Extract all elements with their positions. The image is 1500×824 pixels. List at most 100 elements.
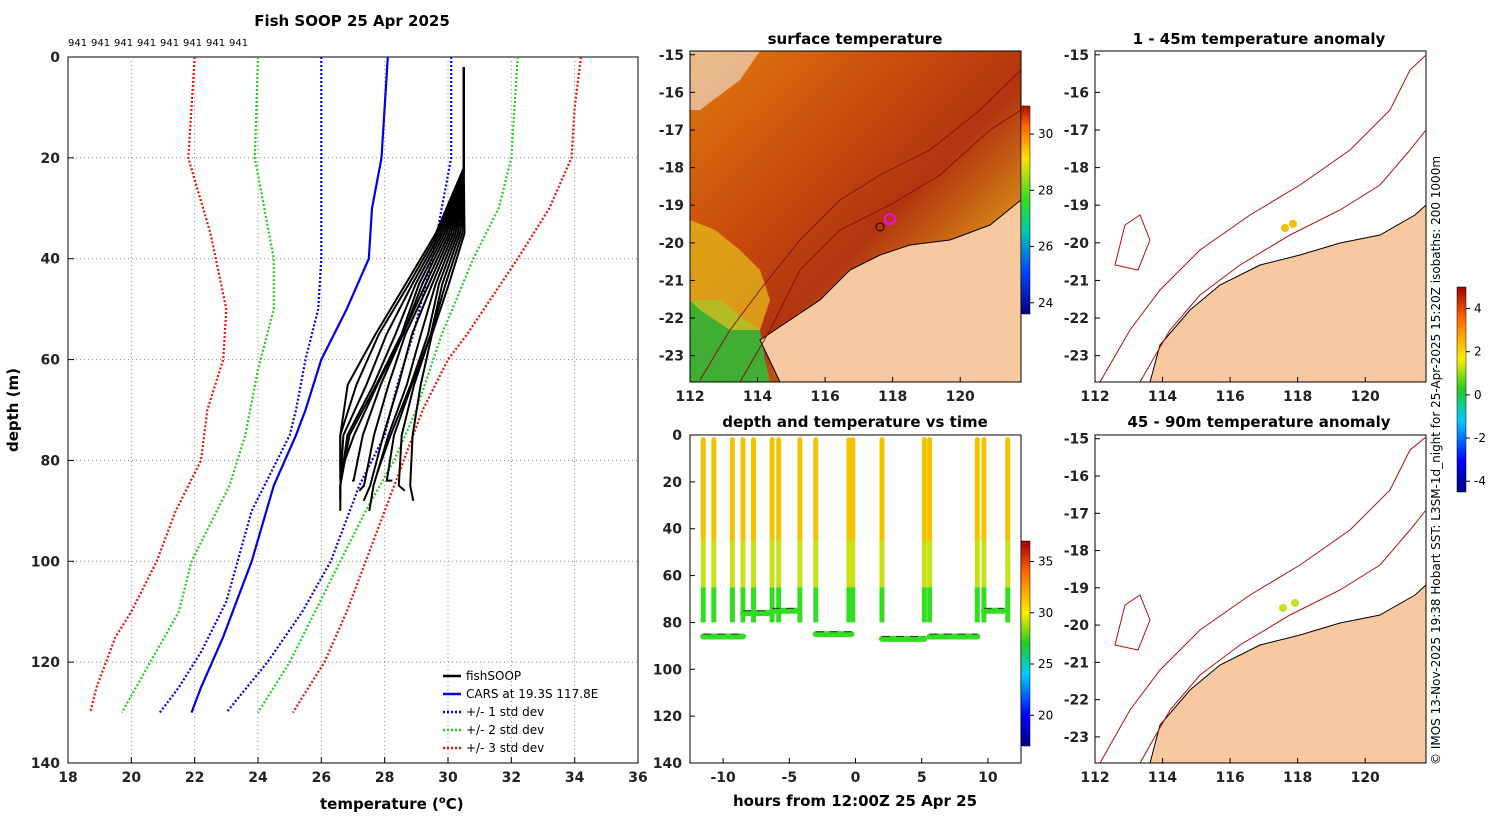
profile-line--2-std-dev-high bbox=[257, 56, 519, 714]
anomaly-deep-x-tick-label: 112 bbox=[1080, 770, 1109, 786]
anomaly-deep-y-tick-label: -18 bbox=[1064, 544, 1089, 560]
sst-colorbar bbox=[1020, 105, 1031, 315]
anomaly-shallow-x-tick-label: 118 bbox=[1283, 389, 1312, 405]
legend-label-fish: fishSOOP bbox=[466, 669, 521, 683]
anomaly-deep-x-tick-label: 116 bbox=[1215, 770, 1244, 786]
anomaly-deep-island bbox=[1114, 594, 1151, 651]
profile-x-tick-label: 18 bbox=[58, 770, 77, 786]
anomaly-shallow-y-ticks: -15 -16 -17 -18 -19 -20 -21 -22 -23 bbox=[1064, 48, 1100, 365]
time-colorbar-tick-label: 20 bbox=[1038, 708, 1053, 722]
anomaly-shallow-x-tick-label: 116 bbox=[1215, 389, 1244, 405]
sst-map-y-tick-label: -15 bbox=[659, 48, 684, 64]
anomaly-shallow-x-ticks: 112 114 116 118 120 bbox=[1080, 377, 1380, 405]
profile-x-ticks: 18 20 22 24 26 28 30 32 34 36 bbox=[58, 757, 648, 786]
time-series-marks bbox=[700, 437, 1011, 642]
sst-colorbar-tick-label: 28 bbox=[1038, 183, 1053, 197]
sst-map-y-ticks: -15 -16 -17 -18 -19 -20 -21 -22 -23 bbox=[659, 48, 695, 365]
time-x-tick-label: 10 bbox=[978, 770, 998, 786]
anomaly-deep-y-ticks: -15 -16 -17 -18 -19 -20 -21 -22 -23 bbox=[1064, 432, 1100, 746]
time-axes bbox=[689, 434, 1022, 764]
sst-colorbar-ticks: 30 28 26 24 bbox=[1030, 127, 1053, 310]
profile-top-label: 941 bbox=[160, 38, 179, 49]
profile-line-fishsoop bbox=[409, 67, 466, 501]
sst-map-y-tick-label: -20 bbox=[659, 236, 685, 252]
profile-y-tick-label: 60 bbox=[41, 353, 61, 369]
time-panel: depth and temperature vs time -10 -5 0 5 10 … bbox=[653, 413, 1054, 810]
time-colorbar-tick-label: 25 bbox=[1038, 657, 1053, 671]
legend-label-std1: +/- 1 std dev bbox=[466, 705, 544, 719]
sst-map-x-tick-label: 114 bbox=[743, 389, 772, 405]
sst-map-y-tick-label: -18 bbox=[659, 161, 684, 177]
anomaly-shallow-island bbox=[1114, 214, 1151, 271]
anomaly-deep-y-tick-label: -22 bbox=[1064, 693, 1089, 709]
sst-vessel-marker bbox=[884, 213, 896, 225]
time-y-tick-label: 60 bbox=[663, 569, 683, 585]
sst-colorbar-tick-label: 26 bbox=[1038, 240, 1053, 254]
sst-map-y-tick-label: -23 bbox=[659, 349, 684, 365]
sst-map-y-tick-label: -22 bbox=[659, 311, 684, 327]
profile-y-tick-label: 20 bbox=[41, 151, 61, 167]
profile-y-tick-label: 100 bbox=[31, 554, 60, 570]
anomaly-deep-marker bbox=[1291, 599, 1299, 607]
profile-x-tick-label: 24 bbox=[248, 770, 268, 786]
profile-x-tick-label: 28 bbox=[375, 770, 394, 786]
profile-x-tick-label: 36 bbox=[628, 770, 647, 786]
anomaly-colorbar-tick-label: -4 bbox=[1474, 474, 1486, 488]
profile-y-tick-label: 40 bbox=[41, 252, 61, 268]
time-colorbar-tick-label: 35 bbox=[1038, 555, 1053, 569]
time-x-tick-label: 0 bbox=[851, 770, 861, 786]
time-x-tick-label: 5 bbox=[917, 770, 927, 786]
profile-y-tick-label: 80 bbox=[41, 453, 61, 469]
sst-colorbar-tick-label: 30 bbox=[1038, 127, 1053, 141]
anomaly-shallow-y-tick-label: -18 bbox=[1064, 161, 1089, 177]
anomaly-shallow-y-tick-label: -17 bbox=[1064, 123, 1089, 139]
legend-label-std2: +/- 2 std dev bbox=[466, 723, 544, 737]
profile-top-label: 941 bbox=[183, 38, 202, 49]
profile-x-tick-label: 32 bbox=[502, 770, 521, 786]
sst-map-title: surface temperature bbox=[768, 30, 943, 48]
anomaly-shallow-y-tick-label: -20 bbox=[1064, 236, 1090, 252]
profile-lines bbox=[89, 56, 583, 714]
anomaly-deep-isobath-1000 bbox=[1099, 436, 1427, 764]
profile-top-labels: 941 941 941 941 941 941 941 941 bbox=[68, 38, 248, 49]
anomaly-colorbar-tick-label: 4 bbox=[1474, 302, 1482, 316]
anomaly-colorbar-tick-label: 0 bbox=[1474, 388, 1482, 402]
profile-legend: fishSOOP CARS at 19.3S 117.8E +/- 1 std … bbox=[443, 669, 598, 755]
profile-y-tick-label: 140 bbox=[31, 756, 60, 772]
sst-map-x-tick-label: 118 bbox=[878, 389, 907, 405]
profile-line--2-std-dev-low bbox=[120, 56, 275, 714]
sst-cool-patch-sw bbox=[690, 300, 770, 382]
time-panel-title: depth and temperature vs time bbox=[722, 413, 988, 431]
time-y-tick-label: 0 bbox=[672, 428, 682, 444]
anomaly-shallow-y-tick-label: -15 bbox=[1064, 48, 1089, 64]
profile-x-tick-label: 34 bbox=[565, 770, 585, 786]
time-y-tick-label: 120 bbox=[653, 709, 682, 725]
profile-axes bbox=[67, 56, 639, 764]
sst-map-x-tick-label: 116 bbox=[810, 389, 839, 405]
anomaly-deep-y-tick-label: -23 bbox=[1064, 730, 1089, 746]
anomaly-shallow-marker bbox=[1281, 224, 1289, 232]
sst-map-x-tick-label: 120 bbox=[946, 389, 975, 405]
anomaly-shallow-y-tick-label: -16 bbox=[1064, 85, 1089, 101]
profile-line--1-std-dev-low bbox=[158, 57, 323, 714]
sst-map-panel: surface temperature 112 114 116 118 120 -15-… bbox=[659, 30, 1054, 405]
anomaly-shallow-y-tick-label: -23 bbox=[1064, 349, 1089, 365]
anomaly-deep-land bbox=[1149, 583, 1427, 764]
anomaly-shallow-x-tick-label: 112 bbox=[1080, 389, 1109, 405]
legend-label-cars: CARS at 19.3S 117.8E bbox=[466, 687, 598, 701]
time-x-ticks: -10 -5 0 5 10 bbox=[710, 758, 998, 786]
anomaly-colorbar-tick-label: -2 bbox=[1474, 431, 1486, 445]
time-colorbar-ticks: 35 30 25 20 bbox=[1030, 555, 1053, 722]
anomaly-deep-y-tick-label: -21 bbox=[1064, 655, 1089, 671]
anomaly-deep-y-tick-label: -15 bbox=[1064, 432, 1089, 448]
profile-x-label: temperature (oC) bbox=[320, 795, 464, 813]
anomaly-shallow-title: 1 - 45m temperature anomaly bbox=[1133, 30, 1386, 48]
time-y-tick-label: 20 bbox=[663, 475, 683, 491]
profile-top-label: 941 bbox=[206, 38, 225, 49]
profile-y-tick-label: 0 bbox=[50, 50, 60, 66]
anomaly-deep-isobath-200 bbox=[1139, 509, 1427, 764]
anomaly-deep-panel: 45 - 90m temperature anomaly 112 114 116 11… bbox=[1064, 413, 1427, 786]
sst-colorbar-tick-label: 24 bbox=[1038, 296, 1053, 310]
anomaly-shallow-y-tick-label: -19 bbox=[1064, 198, 1089, 214]
